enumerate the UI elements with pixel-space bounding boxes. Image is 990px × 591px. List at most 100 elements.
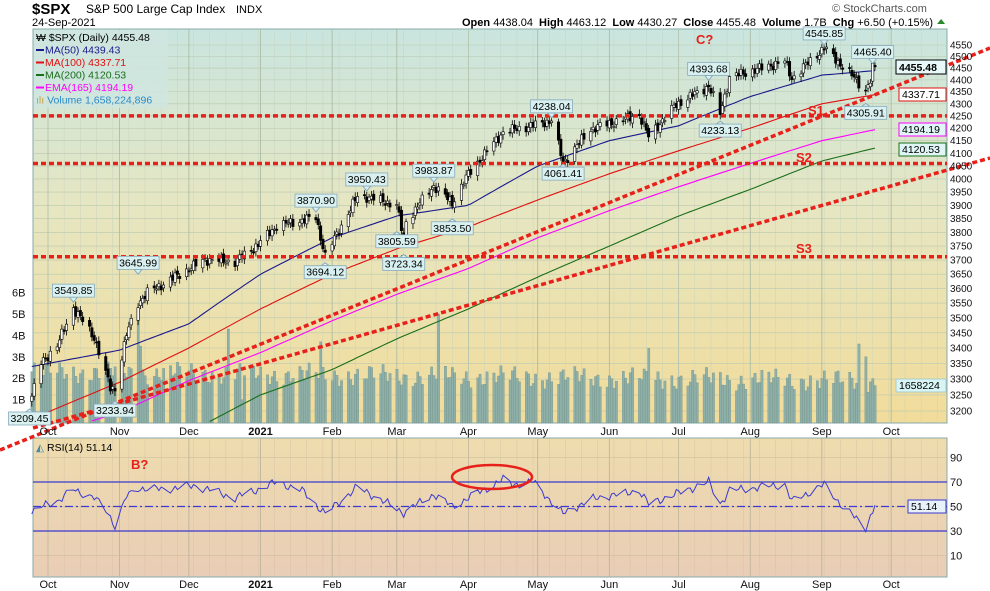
candle-body [155,288,159,291]
candle-body [48,350,52,362]
candle-body [492,141,496,152]
volume-bar [608,375,611,424]
candle-body [637,114,641,116]
candle-body [721,105,725,114]
candle-body [346,214,350,227]
volume-bar [462,378,466,424]
volume-bar [508,379,512,424]
volume-bar [56,372,59,424]
rsi-series-line [31,474,876,533]
candle-body [727,76,731,93]
volume-bar [823,370,826,424]
volume-bar [437,313,440,424]
volume-bar [499,365,503,424]
volume-bar [615,381,618,424]
candle-body [591,126,595,131]
candle-body [284,220,288,224]
exchange: INDX [236,4,263,16]
candle-body [78,310,82,316]
volume-bar [756,382,759,424]
price-tick-label: 3600 [950,284,973,295]
candle-body [540,120,544,123]
volume-bar [580,374,584,424]
volume-bar [379,373,383,424]
volume-bar [65,374,68,424]
symbol: $SPX [32,1,70,18]
volume-bar [337,385,341,424]
legend-volume: ılı Volume 1,658,224,896 [36,95,152,107]
volume-bar [561,369,565,424]
candle-body [185,268,189,277]
candle-body [395,204,399,206]
rsi-panel [32,437,948,578]
month-tick-label: Aug [740,426,760,438]
candle-body [755,67,759,74]
annotation-s2: S2 [796,150,812,165]
callout-value: 3983.87 [415,165,453,177]
volume-bar [820,378,824,424]
callout-box [8,411,51,426]
price-tick-label: 3200 [950,407,973,418]
price-callout: 4233.13 [698,120,742,138]
month-tick-label: Oct [883,579,900,591]
volume-bar [864,356,868,424]
volume-bar [825,379,828,424]
month-tick-label: Apr [460,426,477,438]
price-callout: 3983.87 [412,163,456,183]
volume-bar [330,380,334,424]
volume-bar [659,379,662,424]
volume-bar [492,372,496,424]
callout-value: 4465.40 [854,47,892,59]
volume-bar [744,389,748,424]
candle-body [113,387,117,392]
volume-bar [63,378,66,424]
candle-body [157,283,161,288]
trendline-lower [32,156,990,430]
chart-date: 24-Sep-2021 [32,17,96,29]
volume-bar [418,376,422,424]
volume-bar [478,374,482,424]
volume-bar [206,381,209,424]
candle-body [97,340,101,356]
high-value: 4463.12 [567,17,607,29]
volume-tick-label: 6B [12,288,25,300]
volume-bar [372,377,376,424]
volume-bar [772,377,775,424]
callout-box [93,403,137,418]
volume-bar [469,387,473,424]
volume-bar [869,381,872,424]
volume-bar [559,371,563,424]
volume-bar [402,374,406,424]
price-tick-label: 4050 [950,162,973,173]
callout-value: 4061.41 [544,168,582,180]
price-tick-label: 4300 [950,99,973,110]
volume-bar [783,385,787,424]
candle-body [476,160,480,176]
candle-body [397,206,401,213]
volume-bar [541,380,544,424]
price-tick-label: 3400 [950,344,973,355]
volume-bar [153,376,156,424]
price-candles [30,42,877,407]
candle-body [436,186,440,192]
candle-body [566,160,570,164]
volume-bar [236,368,239,424]
candle-body [270,229,274,237]
candle-body [642,121,646,123]
volume-bar [284,373,288,424]
volume-bar [432,375,436,424]
volume-bar [421,384,424,424]
candle-body [824,46,828,49]
volume-bar [853,388,856,424]
volume-bar [689,381,692,424]
candle-body [429,189,433,197]
volume-bar [257,375,260,424]
candle-body [249,250,253,252]
volume-bar [672,386,676,424]
volume-bar [238,363,242,424]
volume-bar [836,370,840,424]
candle-body [704,86,708,96]
volume-bar [233,379,237,424]
candle-body [831,48,835,55]
volume-bar [430,366,433,424]
